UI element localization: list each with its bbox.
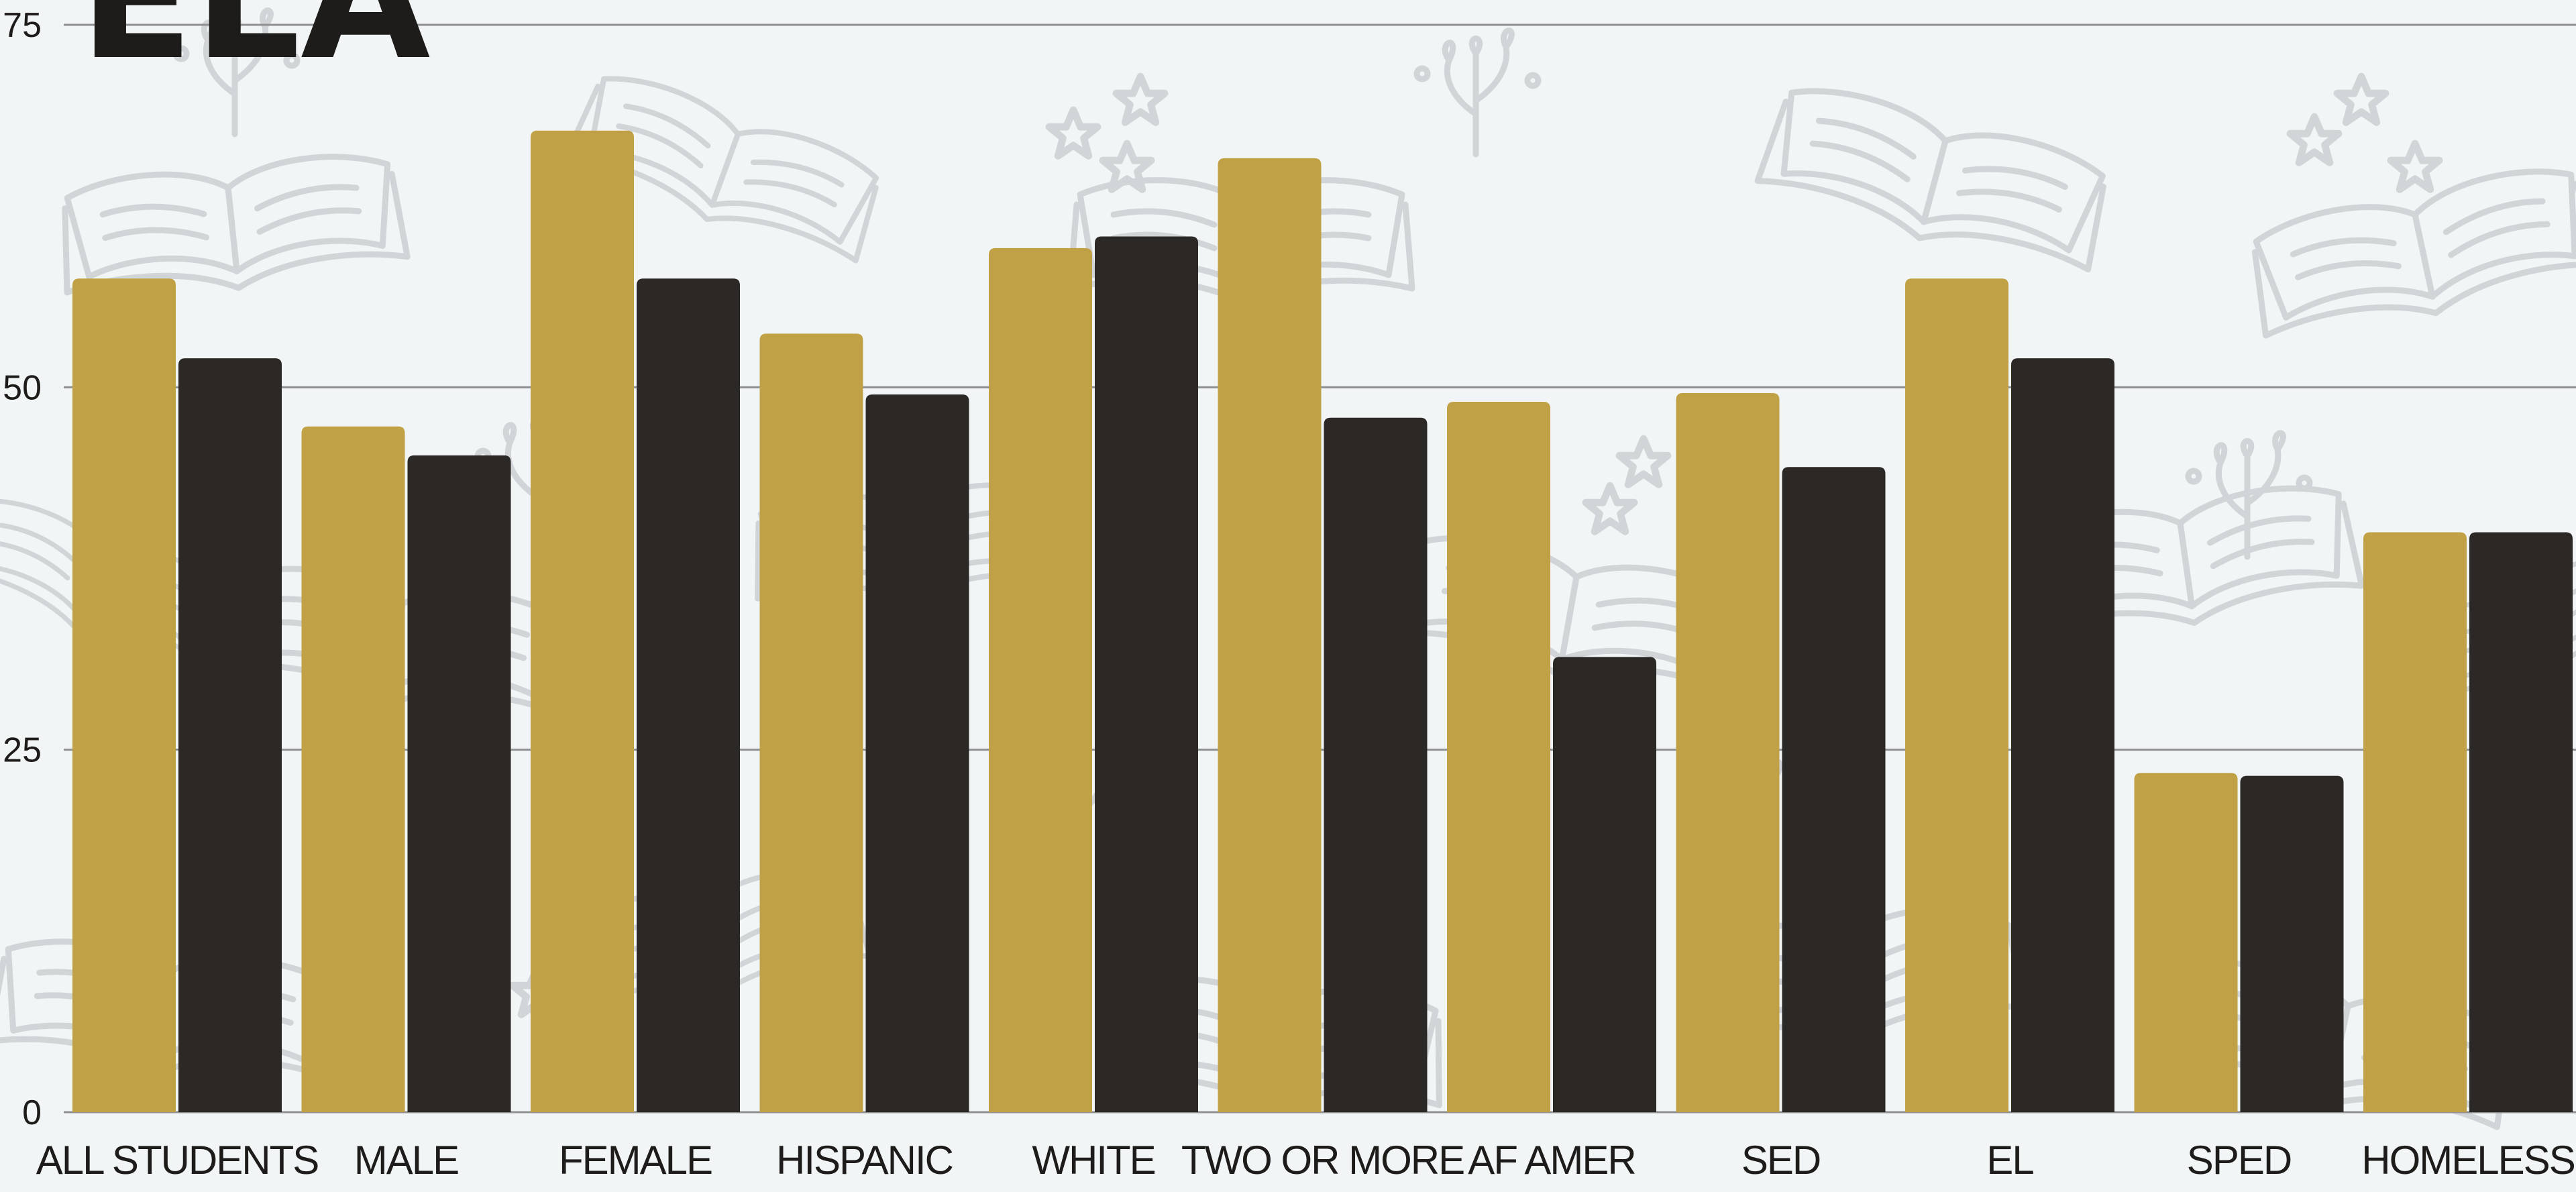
x-tick-label: ALL STUDENTS <box>36 1138 319 1183</box>
star-doodle-icon <box>1112 72 1169 126</box>
bar-series-2 <box>1095 236 1198 1112</box>
y-tick-label: 75 <box>3 6 42 45</box>
bar-series-1 <box>72 278 176 1112</box>
x-tick-label: FEMALE <box>559 1138 712 1183</box>
star-doodle-icon <box>1582 482 1638 535</box>
bar-series-2 <box>1324 417 1428 1112</box>
bar-series-2 <box>178 358 282 1112</box>
x-tick-label: AF AMER <box>1468 1138 1635 1183</box>
bar-series-2 <box>1553 657 1656 1112</box>
bar-series-2 <box>2469 532 2573 1112</box>
star-doodle-icon <box>1045 106 1102 160</box>
bar-series-2 <box>407 455 511 1112</box>
star-doodle-icon <box>2387 140 2443 193</box>
book-doodle-icon <box>2251 168 2576 339</box>
book-doodle-icon <box>1754 88 2106 273</box>
y-tick-label: 25 <box>3 731 42 770</box>
x-tick-label: HISPANIC <box>776 1138 953 1183</box>
x-tick-label: SPED <box>2187 1138 2291 1183</box>
star-doodle-icon <box>2333 72 2390 126</box>
bar-series-2 <box>2240 775 2344 1112</box>
chart-title: ELA <box>79 0 431 97</box>
bar-series-2 <box>637 278 740 1112</box>
star-doodle-icon <box>1099 140 1155 193</box>
y-tick-label: 0 <box>22 1093 42 1132</box>
x-tick-label: SED <box>1741 1138 1820 1183</box>
bar-series-1 <box>1905 278 2008 1112</box>
bar-series-1 <box>2363 532 2467 1112</box>
bar-series-1 <box>2134 773 2238 1112</box>
star-doodle-icon <box>2286 113 2343 166</box>
bar-series-2 <box>865 394 969 1112</box>
bar-series-1 <box>759 333 863 1112</box>
bars <box>72 130 2573 1113</box>
flower-doodle-icon <box>172 7 301 138</box>
x-tick-label: WHITE <box>1032 1138 1155 1183</box>
y-tick-label: 50 <box>3 368 42 407</box>
bar-series-2 <box>1782 467 1886 1112</box>
flower-doodle-icon <box>2185 430 2313 560</box>
x-tick-label: MALE <box>354 1138 458 1183</box>
bar-series-1 <box>1447 401 1550 1112</box>
x-tick-label: EL <box>1986 1138 2033 1183</box>
bar-series-1 <box>531 130 634 1112</box>
bar-series-1 <box>989 248 1092 1112</box>
y-axis-ticks: 0 25 50 75 <box>3 6 42 1132</box>
bar-series-1 <box>301 426 405 1112</box>
star-doodle-icon <box>1615 435 1672 488</box>
flower-doodle-icon <box>1413 28 1542 158</box>
x-axis-labels: ALL STUDENTS MALE FEMALE HISPANIC WHITE TWO O… <box>36 1138 2576 1183</box>
bar-series-1 <box>1218 158 1322 1113</box>
bar-series-2 <box>2011 358 2114 1112</box>
bar-series-1 <box>1676 392 1780 1112</box>
x-tick-label: TWO OR MORE <box>1181 1138 1464 1183</box>
x-tick-label: HOMELESS <box>2361 1138 2574 1183</box>
